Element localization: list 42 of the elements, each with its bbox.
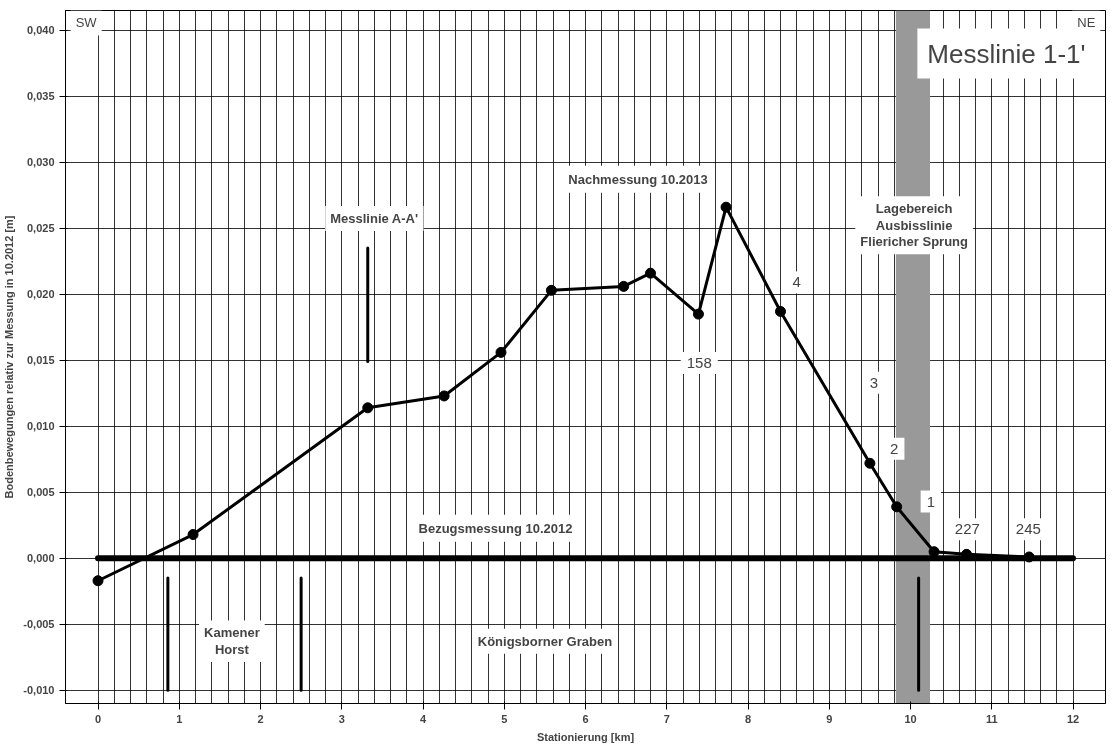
annotation: 1 <box>926 492 935 510</box>
x-tick-label: 12 <box>1066 712 1080 725</box>
x-tick-label: 6 <box>582 712 589 725</box>
annotation: 4 <box>792 273 801 291</box>
y-axis-title: Bodenbewegungen relativ zur Messung in 10.2012 [m] <box>3 215 16 499</box>
y-tick-label: 0,005 <box>26 486 55 499</box>
x-tick-label: 5 <box>501 712 508 725</box>
x-tick-label: 1 <box>176 712 183 725</box>
series-label: Nachmessung 10.2013 <box>568 171 708 187</box>
annotation: 2 <box>890 439 899 457</box>
y-tick-label: 0,030 <box>26 156 55 169</box>
annotation: 227 <box>954 520 980 538</box>
y-tick-label: 0,040 <box>26 24 55 37</box>
y-tick-label: 0,020 <box>26 288 55 301</box>
x-tick-label: 3 <box>338 712 345 725</box>
y-tick-label: 0,035 <box>26 90 55 103</box>
annotation: Messlinie A-A' <box>330 210 419 226</box>
annotation: SW <box>75 15 98 31</box>
x-tick-label: 4 <box>419 712 427 725</box>
y-tick-label: 0,010 <box>26 420 55 433</box>
x-tick-label: 0 <box>94 712 102 725</box>
annotation: 158 <box>686 353 712 371</box>
annotation: Lagebereich Ausbisslinie Fliericher Sprung <box>860 201 969 250</box>
annotation: Königsborner Graben <box>477 633 613 649</box>
annotation: 3 <box>869 373 879 391</box>
x-axis-title: Stationierung [km] <box>536 730 635 743</box>
x-tick-label: 7 <box>663 712 670 725</box>
annotation: NE <box>1077 15 1096 31</box>
y-tick-label: 0,015 <box>26 354 55 367</box>
y-tick-label: -0,005 <box>23 618 55 631</box>
y-tick-label: 0,000 <box>26 552 55 565</box>
x-tick-label: 8 <box>744 712 752 725</box>
text: Messlinie 1-1' <box>927 38 1086 69</box>
annotation: Kamener Horst <box>204 625 260 657</box>
x-tick-label: 9 <box>826 712 833 725</box>
y-tick-label: 0,025 <box>26 222 55 235</box>
x-tick-label: 2 <box>257 712 264 725</box>
x-tick-label: 10 <box>904 712 917 725</box>
x-tick-label: 11 <box>985 712 998 725</box>
annotation: 245 <box>1015 520 1041 538</box>
series-label: Bezugsmessung 10.2012 <box>418 520 573 536</box>
y-tick-label: -0,010 <box>23 684 55 697</box>
